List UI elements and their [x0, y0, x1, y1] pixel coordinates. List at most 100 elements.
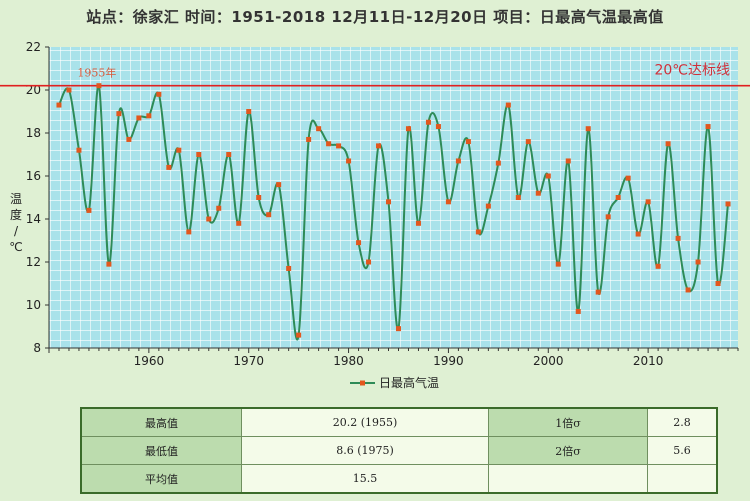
- data-point: [565, 158, 571, 164]
- data-point: [336, 143, 342, 149]
- data-point: [296, 332, 302, 338]
- avg-label-cell: 平均值: [80, 464, 242, 494]
- data-point: [346, 158, 352, 164]
- data-point: [685, 287, 691, 293]
- data-point: [645, 199, 651, 205]
- data-point: [386, 199, 392, 205]
- data-point: [695, 259, 701, 265]
- data-point: [625, 175, 631, 181]
- empty-cell: [647, 464, 718, 494]
- data-point: [196, 152, 202, 157]
- data-point: [395, 326, 401, 332]
- data-point: [515, 195, 521, 200]
- table-row: 最低值 8.6 (1975) 2倍σ 5.6: [80, 436, 718, 465]
- data-point: [435, 124, 441, 130]
- data-point: [326, 141, 332, 147]
- data-point: [675, 235, 681, 241]
- table-row: 平均值 15.5: [80, 464, 718, 494]
- data-point: [256, 195, 262, 200]
- data-point: [595, 289, 601, 295]
- data-point: [555, 261, 561, 267]
- y-axis-label: 温度/℃: [9, 192, 22, 254]
- y-tick-label: 12: [26, 255, 41, 269]
- sigma2-value-cell: 5.6: [647, 436, 718, 465]
- data-point: [86, 207, 92, 213]
- data-point: [405, 126, 411, 132]
- data-point: [725, 201, 731, 207]
- data-point: [525, 139, 531, 145]
- data-point: [136, 115, 142, 121]
- legend-label: 日最高气温: [379, 375, 439, 390]
- series-markers: [56, 83, 731, 338]
- max-value-cell: 20.2 (1955): [241, 407, 489, 437]
- sigma2-label-cell: 2倍σ: [488, 436, 648, 465]
- data-point: [246, 109, 252, 114]
- y-tick-label: 16: [26, 169, 41, 183]
- annotation-label: 1955年: [77, 66, 116, 80]
- y-tick-label: 8: [33, 341, 41, 355]
- data-point: [705, 124, 711, 130]
- sigma1-value-cell: 2.8: [647, 407, 718, 437]
- data-point: [455, 158, 461, 164]
- data-point: [415, 220, 421, 226]
- legend: 日最高气温: [350, 375, 439, 390]
- data-point: [166, 164, 172, 170]
- plot-area: [49, 47, 738, 348]
- sigma1-label-cell: 1倍σ: [488, 407, 648, 437]
- data-point: [575, 308, 581, 314]
- data-point: [505, 102, 511, 108]
- y-tick-label: 20: [26, 83, 41, 97]
- data-point: [585, 126, 591, 132]
- data-point: [376, 143, 382, 149]
- data-point: [465, 139, 471, 145]
- data-point: [715, 281, 721, 286]
- data-point: [66, 87, 72, 93]
- max-label-cell: 最高值: [80, 407, 242, 437]
- avg-value-cell: 15.5: [241, 464, 489, 494]
- data-point: [176, 147, 182, 153]
- data-point: [495, 160, 501, 166]
- data-point: [306, 136, 312, 142]
- x-tick-label: 2000: [533, 354, 564, 368]
- data-point: [445, 199, 451, 205]
- threshold-group: 20℃达标线 1955年: [0, 63, 750, 87]
- y-tick-label: 14: [26, 212, 41, 226]
- data-point: [76, 147, 82, 153]
- min-label-cell: 最低值: [80, 436, 242, 465]
- table-row: 最高值 20.2 (1955) 1倍σ 2.8: [80, 407, 718, 437]
- legend-marker: [360, 380, 365, 386]
- x-tick-label: 1980: [333, 354, 364, 368]
- data-point: [316, 126, 322, 132]
- data-point: [535, 190, 541, 196]
- data-point: [216, 205, 222, 211]
- data-point: [106, 261, 112, 267]
- chart-title: 站点：徐家汇 时间：1951-2018 12月11日-12月20日 项目：日最高…: [86, 8, 664, 26]
- x-tick-label: 1960: [134, 354, 165, 368]
- axes: 8 10 12 14 16 18 20 22 1960 1970 1980 1990 2000 2010: [26, 40, 739, 368]
- data-point: [545, 173, 551, 179]
- data-point: [236, 220, 242, 226]
- data-point: [126, 136, 132, 142]
- data-point: [366, 259, 372, 265]
- x-tick-label: 1970: [233, 354, 264, 368]
- data-point: [635, 231, 641, 237]
- data-point: [146, 113, 152, 119]
- data-point: [665, 141, 671, 147]
- x-tick-label: 1990: [433, 354, 464, 368]
- stats-table: 最高值 20.2 (1955) 1倍σ 2.8 最低值 8.6 (1975) 2…: [80, 407, 718, 494]
- data-point: [655, 263, 661, 269]
- data-point: [475, 229, 481, 235]
- y-tick-label: 18: [26, 126, 41, 140]
- data-point: [286, 265, 292, 271]
- y-axis-title: 温度/℃: [9, 192, 22, 254]
- data-point: [615, 195, 621, 200]
- data-point: [156, 91, 162, 97]
- data-point: [276, 182, 282, 188]
- data-point: [226, 152, 232, 157]
- y-tick-label: 10: [26, 298, 41, 312]
- data-point: [96, 83, 102, 89]
- data-point: [605, 214, 611, 220]
- empty-cell: [488, 464, 648, 494]
- data-point: [186, 229, 192, 235]
